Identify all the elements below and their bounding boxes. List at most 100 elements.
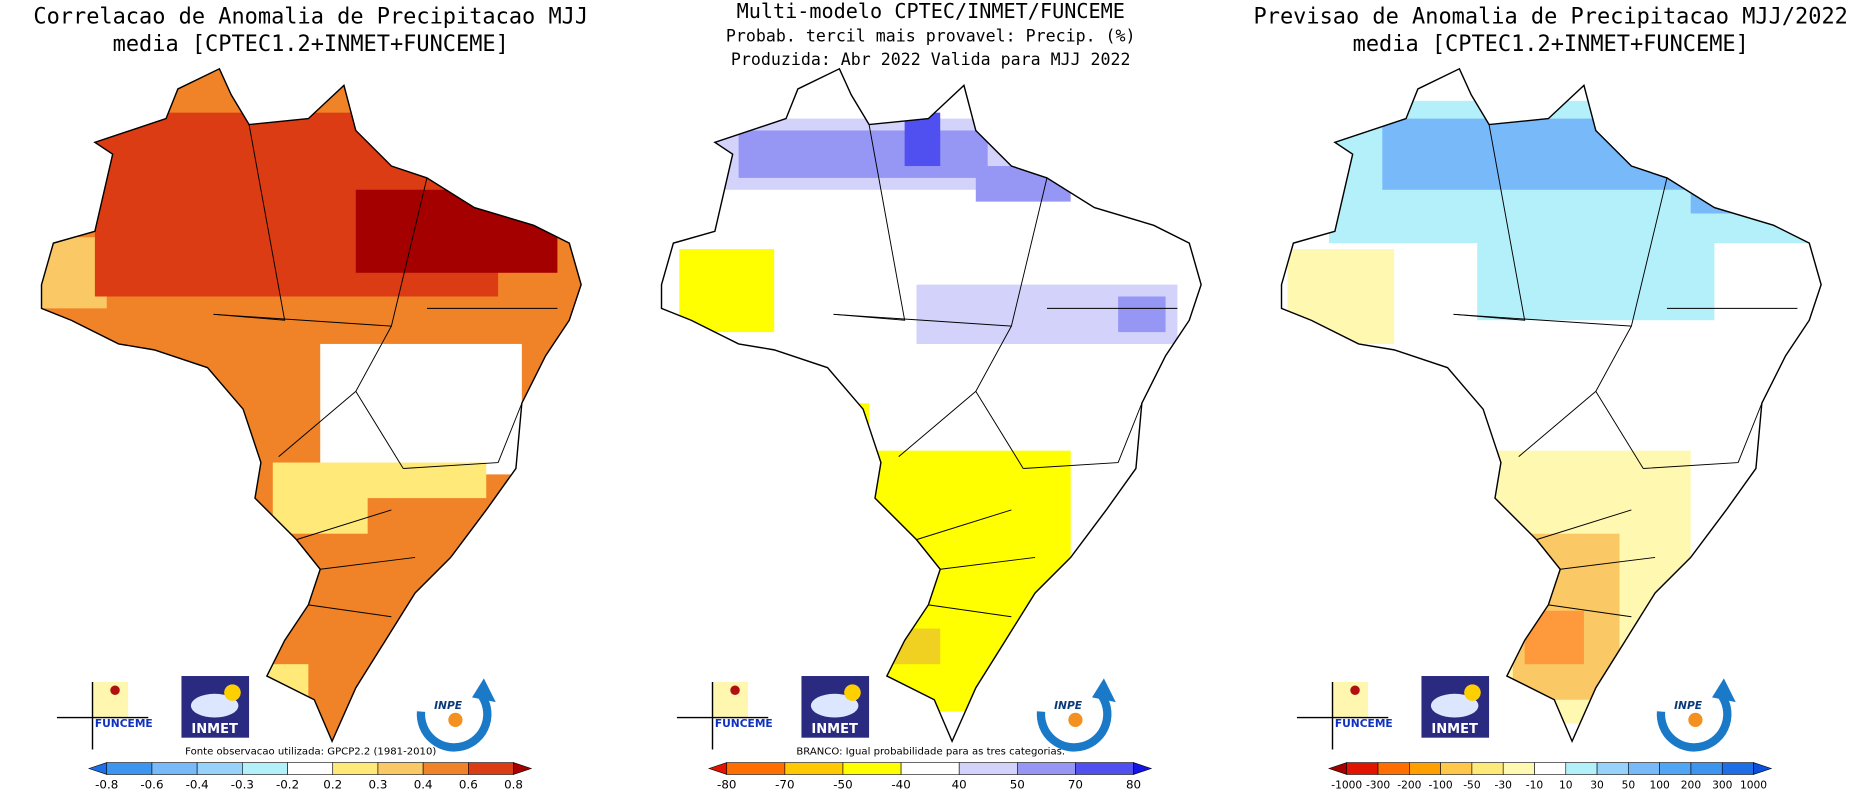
colorbar-note: BRANCO: Igual probabilidade para as tres… (796, 746, 1065, 757)
funceme-cross (676, 681, 769, 750)
colorbar-end (1753, 762, 1773, 775)
colorbar-swatch (1377, 762, 1410, 775)
colorbar-label: -0.6 (140, 778, 163, 792)
inpe-arrow (1712, 678, 1736, 703)
colorbar-note: Fonte observacao utilizada: GPCP2.2 (198… (185, 746, 436, 757)
panel-title: Probab. tercil mais provavel: Precip. (%… (726, 27, 1136, 46)
map-region (1118, 296, 1166, 333)
colorbar-label: -10 (1526, 779, 1544, 792)
funceme-dot (110, 685, 120, 695)
panel: Previsao de Anomalia de Precipitacao MJJ… (1254, 5, 1848, 792)
funceme-logo (92, 681, 129, 718)
map-region (904, 112, 941, 167)
inmet-sun (224, 684, 241, 701)
colorbar-label: -0.4 (186, 778, 209, 792)
colorbar-swatch (1440, 762, 1473, 775)
colorbar-label: -40 (891, 778, 910, 792)
colorbar-label: -0.2 (276, 778, 299, 792)
colorbar-swatch (196, 762, 243, 775)
state-border (403, 403, 523, 469)
state-border (1536, 509, 1632, 541)
map (41, 68, 582, 742)
colorbar-label: 0.4 (414, 778, 433, 792)
inpe-dot (448, 712, 463, 728)
colorbar-swatch (1017, 762, 1076, 775)
state-border (1023, 403, 1143, 469)
colorbar-label: 50 (1010, 778, 1025, 792)
map-region (738, 130, 988, 178)
map-region (1690, 177, 1786, 214)
map-region (1287, 249, 1395, 344)
map-region (1524, 610, 1584, 665)
inmet-cloud (1430, 693, 1479, 718)
colorbar-swatch (1502, 762, 1535, 775)
funceme-logo (712, 681, 749, 718)
inmet-label: INMET (811, 722, 858, 737)
state-border (1548, 604, 1632, 618)
inpe-arrow (472, 678, 496, 703)
colorbar-label: 0.2 (323, 778, 342, 792)
panel-title: Previsao de Anomalia de Precipitacao MJJ… (1254, 5, 1848, 30)
colorbar-end (513, 762, 533, 775)
panel-title: media [CPTEC1.2+INMET+FUNCEME] (1353, 32, 1749, 57)
map-region (679, 249, 775, 333)
colorbar-swatch (842, 762, 902, 775)
colorbar-swatch (958, 762, 1018, 775)
colorbar-swatch (1409, 762, 1441, 775)
inpe-arc (1656, 691, 1732, 752)
panel: Multi-modelo CPTEC/INMET/FUNCEME Probab. … (660, 0, 1202, 792)
colorbar-label: -200 (1397, 779, 1421, 792)
colorbar-swatch (1690, 762, 1723, 775)
map-region (41, 68, 582, 742)
funceme-dot (1350, 685, 1360, 695)
panel-title: Multi-modelo CPTEC/INMET/FUNCEME (737, 0, 1125, 23)
inpe-arc (1036, 691, 1112, 752)
colorbar-label: -0.8 (95, 778, 118, 792)
inpe-dot (1688, 712, 1703, 728)
funceme-logo (1332, 681, 1369, 718)
panel-title: media [CPTEC1.2+INMET+FUNCEME] (113, 32, 509, 57)
colorbar-label: 0.8 (504, 778, 523, 792)
state-border (1643, 403, 1763, 469)
colorbar-swatch (1346, 762, 1379, 775)
state-border (940, 556, 1036, 570)
map-region (892, 628, 941, 665)
funceme-label: FUNCEME (715, 717, 773, 730)
colorbar-swatch (1534, 762, 1567, 775)
colorbar-swatch (900, 762, 960, 775)
colorbar-label: 200 (1681, 779, 1702, 792)
map-region (1477, 237, 1715, 321)
map (679, 112, 1178, 712)
colorbar-swatch (1628, 762, 1660, 775)
colorbar-swatch (1721, 762, 1754, 775)
colorbar-swatch (1596, 762, 1629, 775)
colorbar-label: 10 (1559, 779, 1573, 792)
inmet-label: INMET (1431, 722, 1478, 737)
state-border (308, 604, 392, 618)
panel-title: Correlacao de Anomalia de Precipitacao M… (33, 5, 588, 30)
inpe-arrow (1092, 678, 1116, 703)
colorbar-end (708, 762, 728, 775)
colorbar-label: -70 (775, 778, 794, 792)
colorbar-swatch (726, 762, 786, 775)
colorbar-label: 0.6 (459, 778, 478, 792)
colorbar-label: 40 (952, 778, 967, 792)
state-border (928, 604, 1012, 618)
colorbar-label: -50 (833, 778, 852, 792)
map (1287, 100, 1810, 724)
funceme-label: FUNCEME (95, 717, 153, 730)
inmet-cloud (190, 693, 239, 718)
inpe-arc (416, 691, 492, 752)
state-border (975, 325, 1024, 469)
map-region (272, 462, 368, 534)
colorbar-label: -0.3 (231, 778, 254, 792)
state-border (1518, 391, 1597, 457)
colorbar-swatch (1471, 762, 1504, 775)
state-border (1560, 556, 1656, 570)
colorbar-label: 50 (1622, 779, 1636, 792)
state-border (898, 391, 977, 457)
colorbar-swatch (151, 762, 198, 775)
colorbar-swatch (377, 762, 424, 775)
panel: Correlacao de Anomalia de Precipitacao M… (33, 5, 588, 792)
